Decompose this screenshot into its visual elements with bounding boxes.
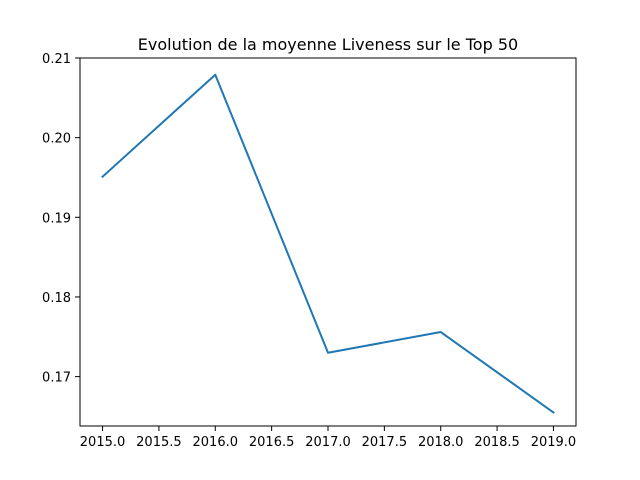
x-tick-label: 2015.5 [136,435,182,450]
x-tick-label: 2017.5 [362,435,408,450]
y-tick-label: 0.18 [42,291,71,306]
y-tick-label: 0.19 [42,211,71,226]
series-group [101,73,555,414]
chart-title: Evolution de la moyenne Liveness sur le … [138,35,518,54]
y-tick-label: 0.21 [42,52,71,67]
x-tick-label: 2016.5 [249,435,295,450]
x-tick-label: 2015.0 [80,435,126,450]
x-tick-label: 2018.0 [418,435,464,450]
x-tick-label: 2016.0 [193,435,239,450]
axes-frame [79,57,577,427]
x-tick-label: 2019.0 [531,435,577,450]
y-tick-label: 0.20 [42,132,71,147]
x-axis: 2015.0 2015.5 2016.0 2016.5 2017.0 2017.5 2018… [80,426,576,450]
x-tick-label: 2017.0 [305,435,351,450]
plot-area: 2015.0 2015.5 2016.0 2016.5 2017.0 2017.5 2018… [42,52,577,450]
x-tick-label: 2018.5 [474,435,520,450]
y-tick-label: 0.17 [42,371,71,386]
y-axis: 0.17 0.18 0.19 0.20 0.21 [42,52,80,386]
series-line [101,73,555,414]
